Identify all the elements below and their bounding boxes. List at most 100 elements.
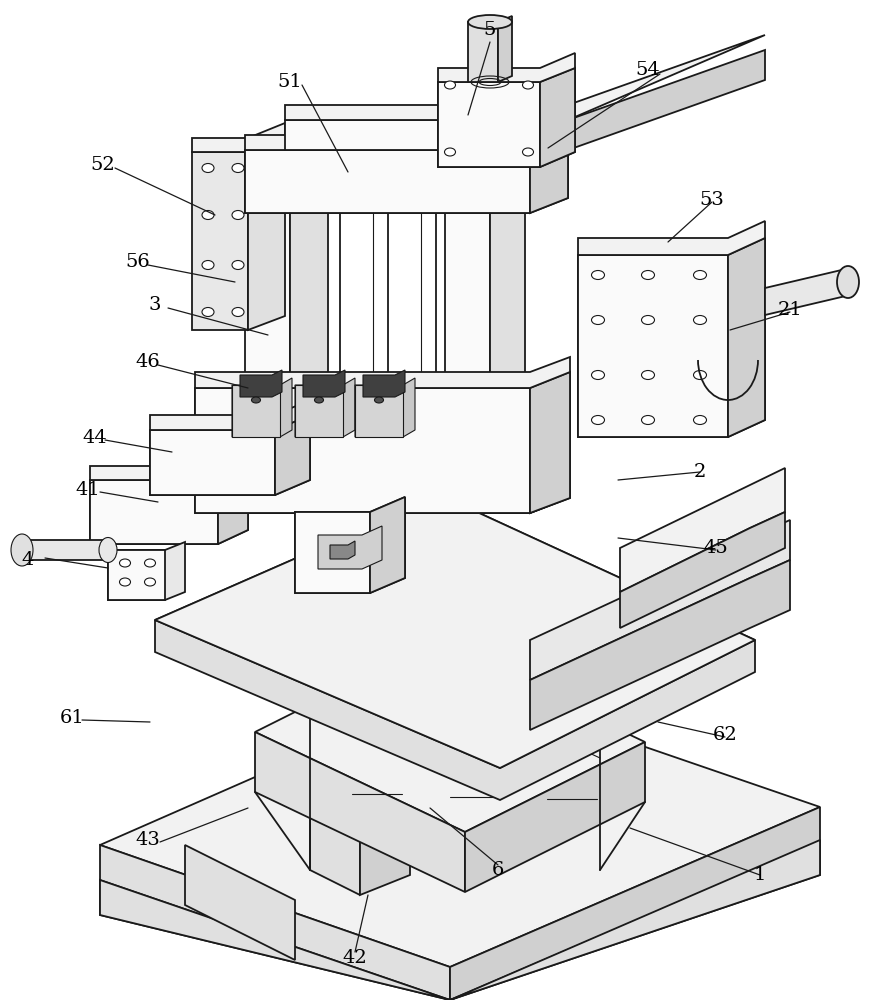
Polygon shape [100,685,820,967]
Text: 62: 62 [713,726,737,744]
Polygon shape [620,512,785,628]
Polygon shape [90,480,218,544]
Polygon shape [245,120,568,150]
Ellipse shape [444,81,455,89]
Ellipse shape [119,578,131,586]
Text: 2: 2 [693,463,706,481]
Ellipse shape [642,416,654,424]
Text: 4: 4 [22,551,34,569]
Polygon shape [285,35,765,120]
Polygon shape [192,123,285,152]
Polygon shape [150,415,310,495]
Text: 61: 61 [60,709,84,727]
Ellipse shape [315,397,324,403]
Polygon shape [318,526,382,569]
Polygon shape [370,497,405,593]
Polygon shape [245,150,530,213]
Polygon shape [295,385,343,437]
Ellipse shape [591,416,605,424]
Ellipse shape [252,397,260,403]
Polygon shape [530,560,790,730]
Ellipse shape [145,559,156,567]
Polygon shape [155,495,755,768]
Polygon shape [90,452,248,480]
Polygon shape [295,497,405,593]
Text: 43: 43 [135,831,160,849]
Polygon shape [195,372,570,513]
Text: 46: 46 [136,353,160,371]
Ellipse shape [444,148,455,156]
Text: 3: 3 [148,296,161,314]
Polygon shape [530,440,568,513]
Polygon shape [255,642,645,832]
Text: 56: 56 [125,253,150,271]
Ellipse shape [693,316,707,324]
Polygon shape [303,370,345,397]
Polygon shape [310,682,410,725]
Polygon shape [100,840,820,1000]
Polygon shape [245,440,568,513]
Text: 52: 52 [91,156,116,174]
Ellipse shape [523,148,533,156]
Polygon shape [568,50,765,150]
Ellipse shape [232,211,244,220]
Ellipse shape [232,260,244,269]
Ellipse shape [145,578,156,586]
Polygon shape [438,82,540,167]
Polygon shape [360,705,410,895]
Ellipse shape [11,534,33,566]
Ellipse shape [591,370,605,379]
Ellipse shape [591,270,605,279]
Polygon shape [728,238,765,437]
Polygon shape [290,150,328,510]
Polygon shape [578,255,728,437]
Ellipse shape [202,260,214,269]
Polygon shape [155,620,755,800]
Polygon shape [275,415,310,495]
Ellipse shape [232,308,244,316]
Polygon shape [285,120,568,150]
Polygon shape [355,385,403,437]
Polygon shape [150,430,275,495]
Text: 54: 54 [636,61,661,79]
Ellipse shape [693,270,707,279]
Polygon shape [240,370,282,397]
Text: 21: 21 [778,301,803,319]
Polygon shape [192,152,248,330]
Ellipse shape [119,559,131,567]
Polygon shape [295,512,370,593]
Ellipse shape [642,316,654,324]
Polygon shape [100,845,450,1000]
Ellipse shape [642,370,654,379]
Polygon shape [20,540,108,560]
Polygon shape [248,138,285,330]
Ellipse shape [591,316,605,324]
Polygon shape [530,135,568,213]
Polygon shape [232,385,280,437]
Polygon shape [540,68,575,167]
Ellipse shape [837,266,859,298]
Ellipse shape [693,416,707,424]
Ellipse shape [523,81,533,89]
Polygon shape [295,378,355,437]
Polygon shape [255,732,465,892]
Polygon shape [578,238,765,437]
Polygon shape [218,466,248,544]
Text: 42: 42 [342,949,367,967]
Polygon shape [90,466,248,544]
Polygon shape [232,378,292,437]
Polygon shape [498,16,512,82]
Polygon shape [438,53,575,82]
Polygon shape [465,742,645,892]
Text: 6: 6 [492,861,504,879]
Polygon shape [245,135,568,213]
Polygon shape [195,357,570,388]
Polygon shape [100,840,820,1000]
Text: 5: 5 [484,21,496,39]
Ellipse shape [693,370,707,379]
Text: 45: 45 [703,539,728,557]
Ellipse shape [468,15,512,29]
Ellipse shape [99,538,117,562]
Text: 51: 51 [277,73,302,91]
Polygon shape [438,68,575,167]
